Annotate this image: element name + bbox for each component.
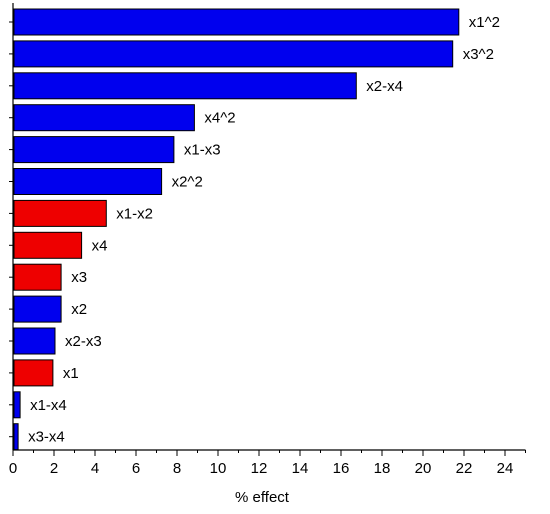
bars-layer bbox=[13, 8, 460, 451]
bar-x4 bbox=[13, 231, 83, 259]
bar-label: x3^2 bbox=[463, 46, 494, 63]
bar-x2 bbox=[13, 295, 62, 323]
bar-label: x2^2 bbox=[172, 174, 203, 191]
x-tick-label: 10 bbox=[210, 460, 227, 477]
bar-labels-layer: x1^2 x3^2 x2-x4 x4^2 x1-x3 x2^2 x1-x2 x4 x3 x2 x2-… bbox=[28, 14, 500, 446]
x-tick-label: 0 bbox=[9, 460, 17, 477]
bar-label: x1-x2 bbox=[116, 205, 153, 222]
bar-label: x3 bbox=[71, 269, 87, 286]
ticks-layer: 0 2 4 6 8 10 12 14 16 18 20 22 24 bbox=[9, 460, 514, 477]
x-axis-title: % effect bbox=[235, 489, 290, 506]
bar-x1 bbox=[13, 359, 54, 387]
x-tick-label: 2 bbox=[50, 460, 58, 477]
bar-x4sq2 bbox=[13, 104, 195, 132]
bar-label: x2-x4 bbox=[366, 78, 403, 95]
x-tick-label: 12 bbox=[251, 460, 268, 477]
bar-x1-x4 bbox=[13, 391, 21, 419]
axis-layer bbox=[9, 3, 526, 456]
bar-label: x1 bbox=[63, 365, 79, 382]
x-tick-label: 14 bbox=[292, 460, 309, 477]
x-tick-label: 4 bbox=[91, 460, 99, 477]
x-tick-label: 18 bbox=[374, 460, 391, 477]
x-tick-label: 6 bbox=[132, 460, 140, 477]
bar-label: x1-x3 bbox=[184, 142, 221, 159]
bar-x3-x4 bbox=[13, 423, 19, 451]
bar-label: x4^2 bbox=[204, 110, 235, 127]
bar-label: x3-x4 bbox=[28, 429, 65, 446]
bar-label: x1-x4 bbox=[30, 397, 67, 414]
bar-label: x2 bbox=[71, 301, 87, 318]
bar-label: x4 bbox=[92, 237, 108, 254]
bar-label: x1^2 bbox=[469, 14, 500, 31]
bar-x1sq2 bbox=[13, 8, 460, 36]
bar-x2-x3 bbox=[13, 327, 56, 355]
bar-x2sq2 bbox=[13, 168, 163, 195]
bar-label: x2-x3 bbox=[65, 333, 102, 350]
x-tick-label: 24 bbox=[497, 460, 514, 477]
bar-x1-x3 bbox=[13, 136, 175, 164]
bar-x2-x4 bbox=[13, 72, 357, 100]
x-tick-label: 20 bbox=[415, 460, 432, 477]
x-tick-label: 22 bbox=[456, 460, 473, 477]
bar-x1-x2 bbox=[13, 199, 107, 227]
bar-x3 bbox=[13, 263, 62, 291]
x-tick-label: 8 bbox=[173, 460, 181, 477]
bar-x3sq2 bbox=[13, 40, 454, 68]
x-tick-label: 16 bbox=[333, 460, 350, 477]
